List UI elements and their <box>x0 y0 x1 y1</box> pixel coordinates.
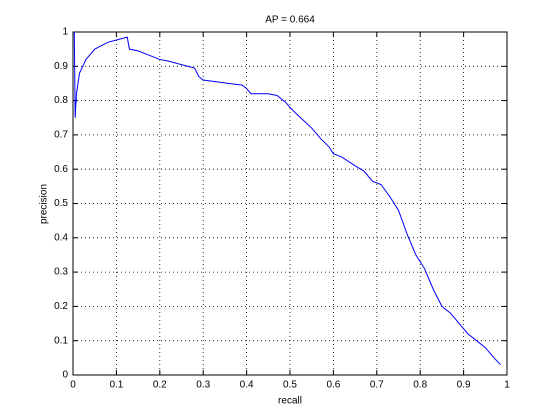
y-tick-label: 0.6 <box>54 164 68 175</box>
x-tick-label: 0.3 <box>196 380 210 391</box>
chart-title: AP = 0.664 <box>265 15 315 26</box>
x-tick-label: 0 <box>70 380 76 391</box>
y-tick-label: 0.3 <box>54 267 68 278</box>
axes-box <box>72 31 508 376</box>
y-tick-label: 0.9 <box>54 61 68 72</box>
x-tick-label: 0.7 <box>370 380 384 391</box>
x-tick-label: 0.2 <box>153 380 167 391</box>
x-tick-label: 0.5 <box>283 380 297 391</box>
y-tick-label: 0 <box>62 370 68 381</box>
x-axis-label: recall <box>278 396 302 407</box>
y-axis-label: precision <box>39 184 50 224</box>
x-tick-label: 0.4 <box>240 380 254 391</box>
pr-curve <box>73 31 501 366</box>
x-tick-label: 0.9 <box>457 380 471 391</box>
x-tick-label: 0.8 <box>413 380 427 391</box>
y-tick-label: 0.5 <box>54 198 68 209</box>
x-tick-label: 0.6 <box>326 380 340 391</box>
y-tick-label: 1 <box>62 27 68 38</box>
y-tick-label: 0.8 <box>54 95 68 106</box>
x-tick-label: 1 <box>504 380 510 391</box>
y-tick-label: 0.7 <box>54 130 68 141</box>
x-tick-label: 0.1 <box>109 380 123 391</box>
y-tick-label: 0.4 <box>54 232 68 243</box>
y-tick-label: 0.2 <box>54 301 68 312</box>
y-tick-label: 0.1 <box>54 335 68 346</box>
